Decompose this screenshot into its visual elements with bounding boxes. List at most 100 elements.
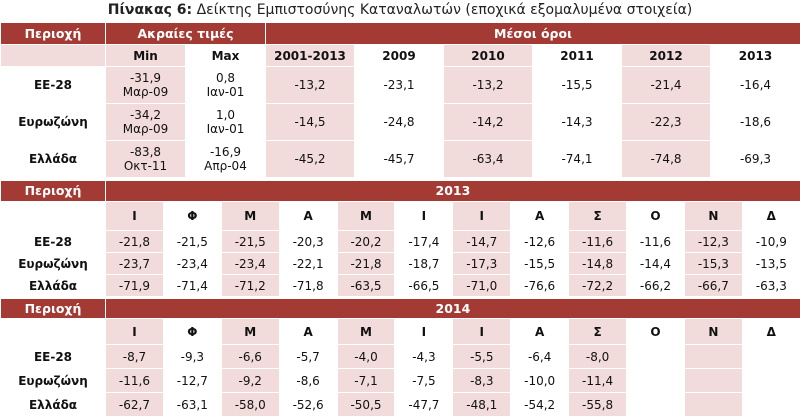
cell-value: -58,0 [220, 392, 280, 417]
month-header: Δ [741, 318, 800, 345]
cell-value: -21,8 [336, 252, 396, 275]
extreme-value: 1,0 [215, 108, 236, 122]
cell-value: -13,2 [265, 66, 355, 104]
table-row: Ελλάδα -83,8 Οκτ-11 -16,9 Απρ-04 -45,2 -45,7 -6… [0, 140, 800, 178]
cell-value: -22,3 [621, 103, 711, 141]
cell-value: -63,5 [336, 274, 396, 297]
month-header: Ι [452, 318, 512, 345]
cell-value: -17,4 [394, 230, 454, 253]
cell-value: -15,3 [683, 252, 743, 275]
month-header: Μ [220, 201, 280, 231]
cell-value: -69,3 [710, 140, 800, 178]
table-row: Ευρωζώνη -11,6 -12,7 -9,2 -8,6 -7,1 -7,5 -8,3 -1… [0, 368, 800, 393]
cell-value: -47,7 [394, 392, 454, 417]
cell-value: -4,0 [336, 344, 396, 369]
cell-value: -54,2 [510, 392, 570, 417]
extreme-value: -31,9 [129, 71, 162, 85]
cell-value: -55,8 [568, 392, 628, 417]
cell-value: -71,4 [162, 274, 222, 297]
region-label: ΕΕ-28 [0, 230, 106, 253]
extreme-cell: 0,8 Ιαν-01 [185, 66, 266, 104]
region-label: Ελλάδα [0, 274, 106, 297]
month-header: Ι [452, 201, 512, 231]
month-header: Α [278, 201, 338, 231]
cell-value: -23,7 [105, 252, 164, 275]
cell-value: -11,6 [105, 368, 164, 393]
table-row: Ευρωζώνη -23,7 -23,4 -23,4 -22,1 -21,8 -18,7 -1… [0, 252, 800, 275]
extreme-date: Μαρ-09 [122, 122, 169, 136]
cell-value: -18,7 [394, 252, 454, 275]
region-label: ΕΕ-28 [0, 66, 106, 104]
extreme-date: Απρ-04 [204, 159, 247, 173]
extreme-value: -83,8 [129, 145, 162, 159]
cell-value: -5,5 [452, 344, 512, 369]
monthly-table: Περιοχή 2014 Ι Φ Μ Α Μ Ι Ι Α Σ Ο Ν Δ ΕΕ-28 -8,7 -9,3 -6,6… [0, 298, 800, 417]
table-row: Ελλάδα -71,9 -71,4 -71,2 -71,8 -63,5 -66,5 -71,… [0, 274, 800, 297]
cell-value: -14,5 [265, 103, 355, 141]
region-label: Ευρωζώνη [0, 368, 106, 393]
cell-value: -7,5 [394, 368, 454, 393]
empty-cell [741, 392, 800, 417]
table-row: Ελλάδα -62,7 -63,1 -58,0 -52,6 -50,5 -47,7 -48,… [0, 392, 800, 417]
cell-value: -20,3 [278, 230, 338, 253]
extreme-cell: -34,2 Μαρ-09 [105, 103, 186, 141]
empty-cell [0, 44, 106, 67]
empty-cell [626, 344, 685, 369]
cell-value: -4,3 [394, 344, 454, 369]
cell-value: -21,8 [105, 230, 164, 253]
cell-value: -76,6 [510, 274, 570, 297]
column-header: 2012 [621, 44, 711, 67]
averages-table: Περιοχή Ακραίες τιμές Μέσοι όροι Min Max 2001… [0, 22, 800, 178]
extreme-value: 0,8 [215, 71, 236, 85]
empty-cell [741, 344, 800, 369]
cell-value: -18,6 [710, 103, 800, 141]
cell-value: -23,1 [354, 66, 444, 104]
empty-cell [0, 318, 106, 345]
cell-value: -74,1 [532, 140, 622, 178]
table-row: Ευρωζώνη -34,2 Μαρ-09 1,0 Ιαν-01 -14,5 -24,8 -1… [0, 103, 800, 141]
cell-value: -21,5 [162, 230, 222, 253]
cell-value: -20,2 [336, 230, 396, 253]
cell-value: -71,0 [452, 274, 512, 297]
cell-value: -74,8 [621, 140, 711, 178]
cell-value: -12,6 [510, 230, 570, 253]
table-row: ΕΕ-28 -21,8 -21,5 -21,5 -20,3 -20,2 -17,4 -14,7… [0, 230, 800, 253]
cell-value: -13,2 [443, 66, 533, 104]
month-header: Φ [162, 318, 222, 345]
table-row: Περιοχή 2014 [0, 298, 800, 319]
cell-value: -14,7 [452, 230, 512, 253]
cell-value: -5,7 [278, 344, 338, 369]
region-label: ΕΕ-28 [0, 344, 106, 369]
month-header: Ι [105, 318, 164, 345]
month-header: Μ [336, 318, 396, 345]
header-cell: Μέσοι όροι [265, 22, 800, 45]
month-header: Σ [568, 201, 628, 231]
cell-value: -14,8 [568, 252, 628, 275]
cell-value: -8,7 [105, 344, 164, 369]
cell-value: -45,7 [354, 140, 444, 178]
cell-value: -10,0 [510, 368, 570, 393]
caption-label: Πίνακας 6: [107, 2, 193, 18]
cell-value: -8,3 [452, 368, 512, 393]
month-header: Σ [568, 318, 628, 345]
month-header: Ν [683, 318, 743, 345]
month-header: Φ [162, 201, 222, 231]
column-header: 2011 [532, 44, 622, 67]
header-cell: 2014 [105, 298, 800, 319]
cell-value: -62,7 [105, 392, 164, 417]
empty-cell [683, 344, 743, 369]
month-header: Ι [105, 201, 164, 231]
region-label: Ελλάδα [0, 392, 106, 417]
cell-value: -23,4 [220, 252, 280, 275]
cell-value: -66,2 [626, 274, 685, 297]
empty-cell [683, 368, 743, 393]
cell-value: -15,5 [532, 66, 622, 104]
extreme-date: Ιαν-01 [206, 85, 245, 99]
extreme-date: Μαρ-09 [122, 85, 169, 99]
region-label: Ελλάδα [0, 140, 106, 178]
cell-value: -63,1 [162, 392, 222, 417]
cell-value: -52,6 [278, 392, 338, 417]
cell-value: -24,8 [354, 103, 444, 141]
